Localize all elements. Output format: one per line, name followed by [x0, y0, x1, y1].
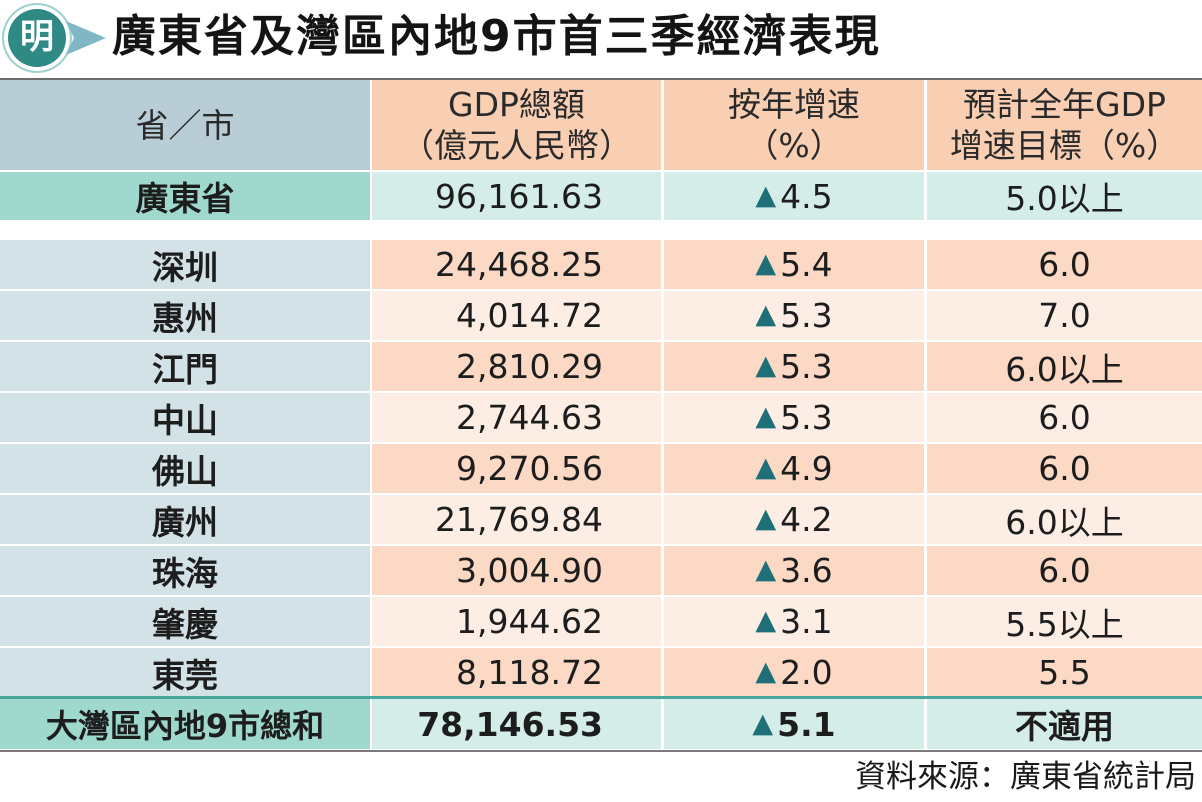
target-value: 6.0以上	[927, 342, 1202, 391]
gdp-value: 3,004.90	[372, 546, 661, 595]
region-name: 大灣區內地9市總和	[0, 699, 370, 749]
growth-value: 5.3	[780, 296, 833, 335]
logo-char: 明	[20, 17, 54, 57]
growth-value: 3.1	[780, 602, 833, 641]
up-arrow-icon: ▲	[755, 503, 777, 534]
up-arrow-icon: ▲	[755, 605, 777, 636]
up-arrow-icon: ▲	[755, 452, 777, 483]
target-value: 5.5以上	[927, 597, 1202, 646]
growth-value: 4.9	[780, 449, 833, 488]
column-header-line: 預計全年GDP	[963, 85, 1166, 124]
growth-cell: ▲ 4.2	[664, 495, 924, 544]
growth-cell: ▲ 4.9	[664, 444, 924, 493]
up-arrow-icon: ▲	[752, 707, 774, 739]
table-row: 東莞 8,118.72 ▲ 2.0 5.5	[0, 648, 1202, 697]
growth-value: 5.1	[777, 704, 836, 744]
growth-cell: ▲ 5.4	[664, 240, 924, 289]
growth-cell: ▲ 3.1	[664, 597, 924, 646]
growth-value: 5.3	[780, 347, 833, 386]
table-row: 肇慶 1,944.62 ▲ 3.1 5.5以上	[0, 597, 1202, 646]
target-value: 7.0	[927, 291, 1202, 340]
target-value: 6.0	[927, 393, 1202, 442]
table-header-row: 省／市 GDP總額 （億元人民幣） 按年增速 （%） 預計全年GDP 增速目標（…	[0, 80, 1202, 170]
region-name: 珠海	[0, 546, 370, 595]
page-title: 廣東省及灣區內地9市首三季經濟表現	[112, 11, 881, 62]
column-header-line: 增速目標（%）	[949, 126, 1180, 165]
table-row: 珠海 3,004.90 ▲ 3.6 6.0	[0, 546, 1202, 595]
table-row: 佛山 9,270.56 ▲ 4.9 6.0	[0, 444, 1202, 493]
region-name: 佛山	[0, 444, 370, 493]
target-value: 5.5	[927, 648, 1202, 697]
target-value: 6.0	[927, 444, 1202, 493]
table-row: 中山 2,744.63 ▲ 5.3 6.0	[0, 393, 1202, 442]
growth-cell: ▲ 4.5	[664, 172, 924, 220]
growth-value: 4.2	[780, 500, 833, 539]
target-value: 6.0	[927, 240, 1202, 289]
growth-cell: ▲ 5.3	[664, 342, 924, 391]
growth-value: 5.4	[780, 245, 833, 284]
up-arrow-icon: ▲	[755, 179, 777, 211]
target-value: 6.0以上	[927, 495, 1202, 544]
growth-cell: ▲ 3.6	[664, 546, 924, 595]
up-arrow-icon: ▲	[755, 248, 777, 279]
growth-value: 4.5	[780, 176, 833, 216]
region-name: 深圳	[0, 240, 370, 289]
table-row: 廣州 21,769.84 ▲ 4.2 6.0以上	[0, 495, 1202, 544]
column-header-line: （%）	[745, 126, 843, 165]
up-arrow-icon: ▲	[755, 401, 777, 432]
growth-cell: ▲ 2.0	[664, 648, 924, 697]
growth-value: 3.6	[780, 551, 833, 590]
ming-pao-logo-icon: 明	[4, 5, 70, 71]
growth-cell: ▲ 5.3	[664, 393, 924, 442]
region-name: 肇慶	[0, 597, 370, 646]
growth-value: 5.3	[780, 398, 833, 437]
up-arrow-icon: ▲	[755, 350, 777, 381]
table-row: 深圳 24,468.25 ▲ 5.4 6.0	[0, 240, 1202, 289]
column-header-gdp: GDP總額 （億元人民幣）	[372, 80, 661, 170]
region-name: 中山	[0, 393, 370, 442]
source-note: 資料來源：廣東省統計局	[855, 759, 1196, 795]
target-value: 6.0	[927, 546, 1202, 595]
column-header-line: 省／市	[135, 105, 235, 145]
table-row: 江門 2,810.29 ▲ 5.3 6.0以上	[0, 342, 1202, 391]
total-row: 大灣區內地9市總和 78,146.53 ▲ 5.1 不適用	[0, 699, 1202, 749]
top-rule	[0, 78, 1202, 80]
target-value: 不適用	[927, 699, 1202, 749]
gdp-value: 4,014.72	[372, 291, 661, 340]
column-header-target: 預計全年GDP 增速目標（%）	[927, 80, 1202, 170]
column-header-region: 省／市	[0, 80, 370, 170]
title-bar: 明 廣東省及灣區內地9市首三季經濟表現	[0, 0, 1202, 78]
total-divider	[0, 696, 1202, 699]
table-row: 惠州 4,014.72 ▲ 5.3 7.0	[0, 291, 1202, 340]
region-name: 惠州	[0, 291, 370, 340]
region-name: 廣州	[0, 495, 370, 544]
column-header-line: 按年增速	[728, 85, 860, 124]
gdp-value: 2,810.29	[372, 342, 661, 391]
region-name: 廣東省	[0, 172, 370, 220]
gdp-value: 1,944.62	[372, 597, 661, 646]
gdp-value: 9,270.56	[372, 444, 661, 493]
arrow-tail-icon	[66, 21, 106, 55]
up-arrow-icon: ▲	[755, 656, 777, 687]
bottom-rule	[0, 750, 1202, 752]
column-header-growth: 按年增速 （%）	[664, 80, 924, 170]
growth-value: 2.0	[780, 653, 833, 692]
up-arrow-icon: ▲	[755, 299, 777, 330]
gdp-value: 96,161.63	[372, 172, 661, 220]
growth-cell: ▲ 5.3	[664, 291, 924, 340]
gdp-value: 2,744.63	[372, 393, 661, 442]
province-row: 廣東省 96,161.63 ▲ 4.5 5.0以上	[0, 172, 1202, 220]
up-arrow-icon: ▲	[755, 554, 777, 585]
column-header-line: （億元人民幣）	[401, 126, 632, 165]
gdp-value: 24,468.25	[372, 240, 661, 289]
region-name: 江門	[0, 342, 370, 391]
gdp-value: 21,769.84	[372, 495, 661, 544]
gdp-value: 78,146.53	[372, 699, 661, 749]
gdp-value: 8,118.72	[372, 648, 661, 697]
region-name: 東莞	[0, 648, 370, 697]
growth-cell: ▲ 5.1	[664, 699, 924, 749]
target-value: 5.0以上	[927, 172, 1202, 220]
column-header-line: GDP總額	[448, 85, 585, 124]
